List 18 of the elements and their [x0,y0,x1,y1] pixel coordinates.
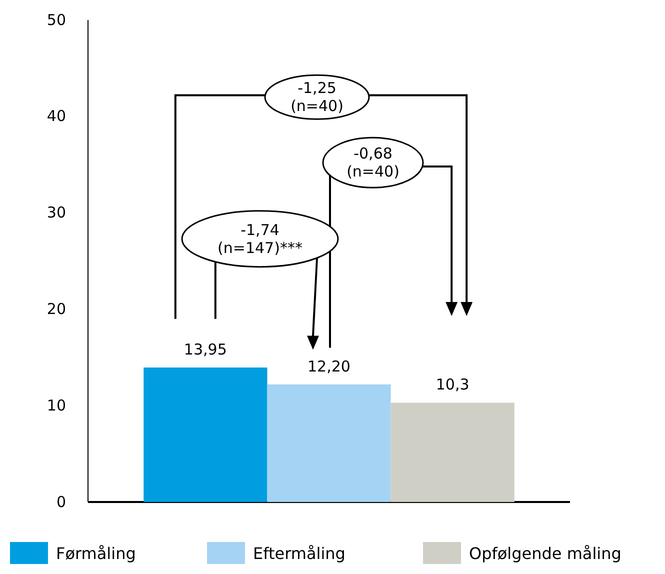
data-label: 13,95 [184,340,227,359]
bar [267,384,391,502]
annotation: -0,68 (n=40) [346,144,400,181]
annotation: -1,74 (n=147)*** [218,220,303,257]
y-tick-label: 10 [46,396,66,414]
bar [144,368,268,502]
annotation: -1,25 (n=40) [290,79,344,116]
y-tick-label: 50 [46,10,66,29]
y-tick-label: 0 [56,492,66,511]
legend-label: Eftermåling [253,544,346,563]
y-tick-label: 30 [46,204,66,222]
data-label: 10,3 [436,376,470,394]
y-tick-label: 20 [46,300,66,318]
bar [390,402,514,502]
y-tick-label: 40 [46,107,66,126]
data-label: 12,20 [308,357,350,376]
legend-label: Førmåling [56,544,136,563]
legend-label: Opfølgende måling [469,544,622,563]
